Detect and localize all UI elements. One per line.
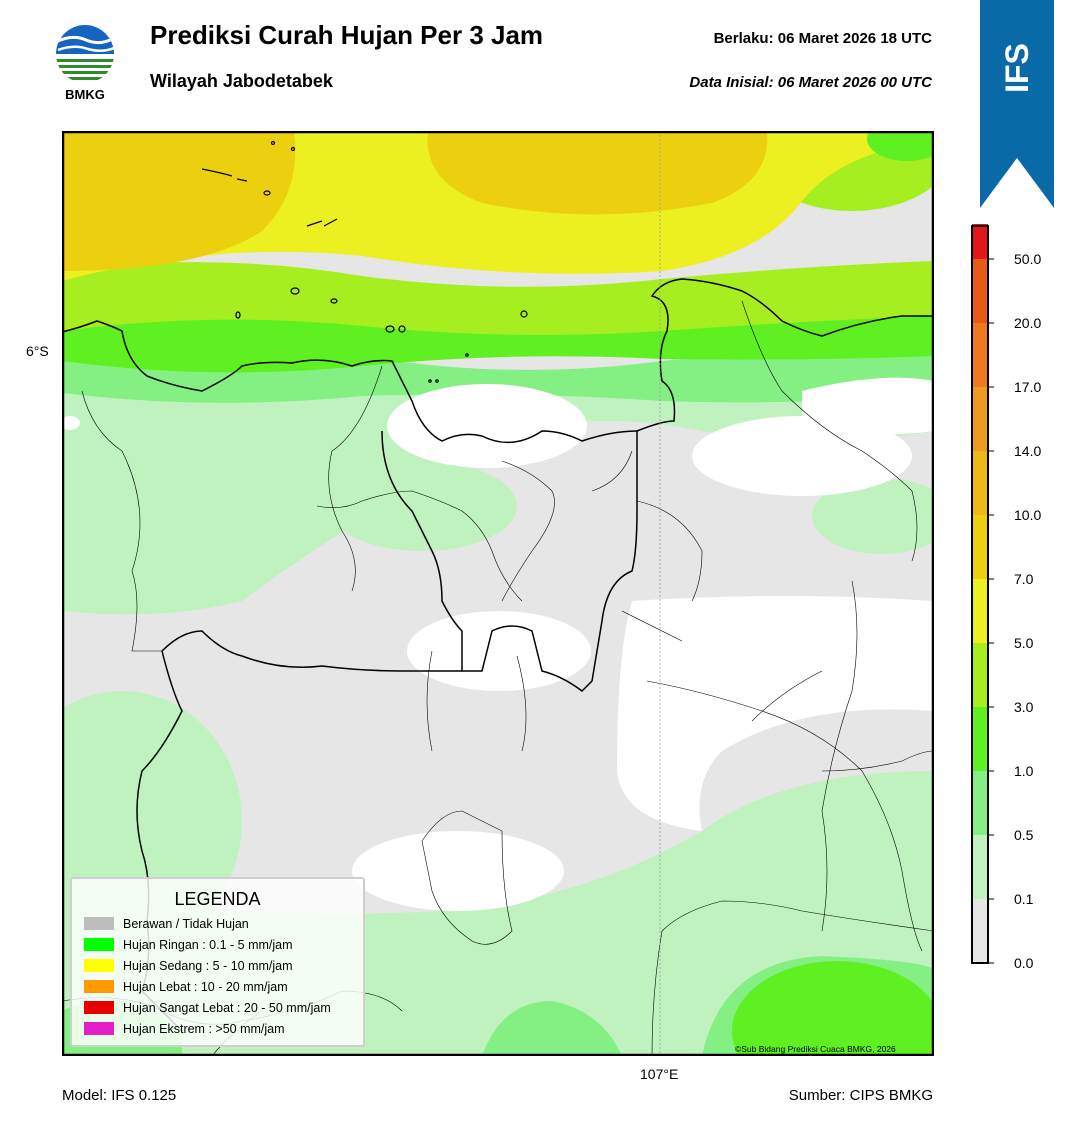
colorbar-tick-label: 10.0: [1014, 507, 1041, 523]
colorbar-segment: [972, 771, 988, 835]
legend-title: LEGENDA: [174, 889, 261, 909]
legend-item-extreme: Hujan Ekstrem : >50 mm/jam: [84, 1022, 285, 1038]
colorbar-tick-label: 0.5: [1014, 827, 1034, 843]
legend-box: LEGENDA Berawan / Tidak Hujan Hujan Ring…: [70, 877, 365, 1047]
colorbar-segment: [972, 451, 988, 515]
region-subtitle: Wilayah Jabodetabek: [150, 71, 333, 91]
colorbar-tick-label: 0.0: [1014, 955, 1034, 969]
legend-label: Hujan Sangat Lebat : 20 - 50 mm/jam: [123, 1001, 331, 1015]
legend-swatch: [84, 1022, 114, 1035]
legend-swatch: [84, 980, 114, 993]
page-title: Prediksi Curah Hujan Per 3 Jam: [150, 20, 544, 50]
legend-swatch: [84, 917, 114, 930]
legend-item-light: Hujan Ringan : 0.1 - 5 mm/jam: [84, 938, 293, 954]
legend-item-moderate: Hujan Sedang : 5 - 10 mm/jam: [84, 959, 293, 975]
model-label: Model: IFS 0.125: [62, 1087, 177, 1104]
bmkg-logo: BMKG: [52, 20, 118, 102]
colorbar-frame: [971, 225, 989, 964]
colorbar-tick-label: 20.0: [1014, 315, 1041, 331]
legend-label: Hujan Lebat : 10 - 20 mm/jam: [123, 980, 288, 994]
model-ribbon: IFS: [980, 0, 1054, 210]
colorbar-tick-label: 3.0: [1014, 699, 1034, 715]
latitude-label: 6°S: [26, 343, 49, 359]
legend-swatch: [84, 1001, 114, 1014]
legend-item-cloudy: Berawan / Tidak Hujan: [84, 917, 249, 933]
colorbar-segment: [972, 515, 988, 579]
colorbar-tick-label: 0.1: [1014, 891, 1034, 907]
legend-item-heavy: Hujan Lebat : 10 - 20 mm/jam: [84, 980, 288, 996]
colorbar-segment: [972, 643, 988, 707]
colorbar-segment: [972, 707, 988, 771]
ribbon-label: IFS: [999, 43, 1035, 93]
source-label: Sumber: CIPS BMKG: [788, 1087, 933, 1104]
bmkg-emblem-icon: BMKG: [56, 25, 114, 102]
colorbar-tick-label: 7.0: [1014, 571, 1034, 587]
colorbar: 0.0 0.1 0.5 1.0 3.0 5.0 7.0 10.0 14.0 17.0 20.0 50.…: [970, 195, 1070, 971]
colorbar-tick-label: 1.0: [1014, 763, 1034, 779]
legend-label: Hujan Ringan : 0.1 - 5 mm/jam: [123, 938, 293, 952]
legend-swatch: [84, 959, 114, 972]
legend-swatch: [84, 938, 114, 951]
map-frame: [61, 130, 935, 1057]
valid-time: Berlaku: 06 Maret 2026 18 UTC: [713, 30, 932, 47]
legend-label: Hujan Ekstrem : >50 mm/jam: [123, 1022, 285, 1036]
legend-item-very-heavy: Hujan Sangat Lebat : 20 - 50 mm/jam: [84, 1001, 331, 1017]
colorbar-segment: [972, 579, 988, 643]
colorbar-segment: [972, 323, 988, 387]
colorbar-segment: [972, 899, 988, 963]
colorbar-tick-label: 14.0: [1014, 443, 1041, 459]
colorbar-tick-label: 17.0: [1014, 379, 1041, 395]
colorbar-tick-label: 50.0: [1014, 251, 1041, 267]
islands: [201, 140, 528, 383]
legend-label: Berawan / Tidak Hujan: [123, 917, 249, 931]
map-credit: ©Sub Bidang Prediksi Cuaca BMKG, 2026: [735, 1044, 896, 1054]
colorbar-segment: [972, 835, 988, 899]
init-time: Data Inisial: 06 Maret 2026 00 UTC: [689, 74, 932, 91]
colorbar-segment: [972, 387, 988, 451]
legend-label: Hujan Sedang : 5 - 10 mm/jam: [123, 959, 293, 973]
colorbar-segment: [972, 259, 988, 323]
colorbar-segment: [972, 195, 988, 259]
longitude-label: 107°E: [640, 1066, 679, 1082]
logo-wordmark: BMKG: [65, 87, 105, 102]
colorbar-tick-label: 5.0: [1014, 635, 1034, 651]
